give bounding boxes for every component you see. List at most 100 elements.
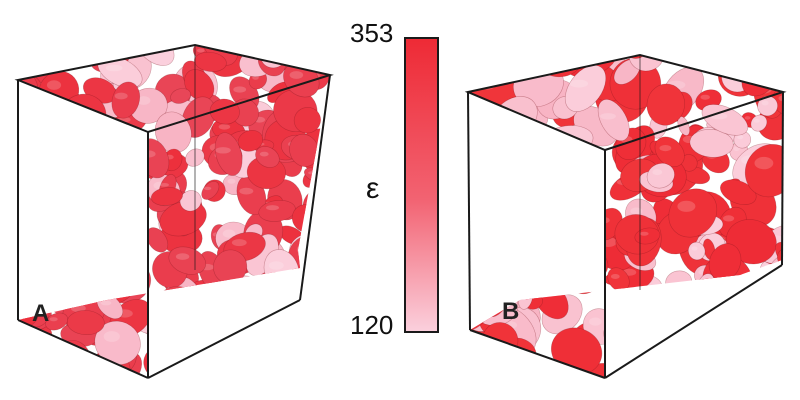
- particle-highlight: [29, 256, 42, 262]
- particle: [750, 114, 768, 132]
- particle-highlight: [299, 329, 308, 335]
- particle-highlight: [296, 244, 313, 255]
- particle-highlight: [543, 198, 552, 202]
- particle-highlight: [289, 71, 304, 79]
- particle-highlight: [18, 93, 28, 103]
- particle-highlight: [100, 300, 112, 306]
- particle-highlight: [218, 124, 231, 130]
- colorbar-symbol: ε: [366, 172, 380, 205]
- particle: [258, 199, 296, 222]
- particle-highlight: [754, 76, 767, 82]
- particle: [514, 247, 539, 283]
- particle-highlight: [61, 363, 69, 368]
- particle: [69, 239, 99, 267]
- particle-highlight: [723, 215, 735, 222]
- particle: [741, 55, 783, 81]
- particle: [18, 173, 42, 205]
- particle-highlight: [492, 240, 510, 250]
- particle-highlight: [519, 152, 528, 157]
- particle-highlight: [125, 45, 136, 46]
- particle: [23, 217, 64, 255]
- particle-highlight: [585, 257, 596, 265]
- particle: [527, 55, 557, 72]
- particle: [529, 229, 560, 259]
- particle-highlight: [500, 203, 515, 212]
- particle-highlight: [468, 291, 469, 304]
- particle: [468, 227, 494, 267]
- particle: [111, 81, 141, 119]
- particle-highlight: [600, 113, 616, 120]
- particle-highlight: [69, 40, 77, 44]
- particle: [623, 55, 646, 59]
- particle-highlight: [28, 229, 36, 234]
- particle-highlight: [700, 94, 710, 100]
- particle-highlight: [471, 319, 482, 323]
- particle-highlight: [302, 313, 312, 318]
- particle: [32, 108, 52, 132]
- particle: [168, 246, 207, 275]
- particle: [515, 154, 561, 186]
- particle: [257, 339, 278, 354]
- particle: [215, 302, 245, 326]
- particle-highlight: [733, 146, 740, 151]
- particle: [112, 185, 141, 214]
- particle: [18, 130, 28, 156]
- particle-highlight: [663, 346, 680, 356]
- particle-highlight: [524, 161, 541, 170]
- particle: [101, 250, 138, 288]
- particle: [29, 232, 69, 264]
- particle: [18, 264, 42, 292]
- particle-highlight: [597, 217, 610, 224]
- particle: [626, 347, 664, 377]
- particle: [720, 179, 757, 205]
- particle: [728, 55, 773, 75]
- particle: [164, 314, 191, 340]
- particle: [308, 250, 330, 282]
- particle-highlight: [151, 353, 165, 363]
- particle: [523, 351, 550, 372]
- particle: [468, 225, 512, 255]
- particle-highlight: [728, 67, 740, 76]
- particle: [109, 239, 141, 269]
- particle: [468, 55, 497, 76]
- particle: [738, 311, 781, 362]
- particle: [486, 227, 529, 273]
- particle-highlight: [109, 49, 121, 55]
- particle-highlight: [215, 147, 231, 154]
- particle-highlight: [105, 64, 123, 72]
- particle: [721, 317, 746, 338]
- particle: [645, 307, 700, 346]
- particle: [701, 303, 729, 332]
- particle: [189, 350, 229, 378]
- particle-highlight: [731, 314, 749, 324]
- particle-highlight: [203, 186, 212, 191]
- particle: [705, 55, 759, 76]
- particle: [176, 327, 219, 359]
- particle: [249, 316, 291, 344]
- particle-highlight: [569, 79, 589, 88]
- box-b-left-edge: [467, 91, 471, 331]
- particle-highlight: [18, 150, 29, 159]
- particle-highlight: [528, 271, 546, 282]
- particle: [18, 187, 56, 229]
- particle: [293, 107, 321, 134]
- particle: [282, 317, 313, 358]
- particle-highlight: [326, 332, 330, 339]
- particle-highlight: [680, 365, 693, 371]
- particle-highlight: [49, 317, 58, 322]
- particle-highlight: [704, 358, 717, 366]
- particle: [646, 83, 685, 126]
- particle-highlight: [691, 246, 698, 251]
- particle-highlight: [30, 330, 41, 336]
- particle-highlight: [487, 294, 501, 300]
- particle: [491, 355, 527, 378]
- particle: [476, 144, 493, 163]
- particle: [760, 55, 783, 70]
- particle: [95, 179, 124, 225]
- particle-highlight: [210, 290, 223, 296]
- particle-highlight: [103, 331, 120, 342]
- particle: [654, 337, 701, 377]
- particle-highlight: [231, 239, 247, 247]
- box-a-bottom-front-edge: [147, 299, 301, 379]
- particle-highlight: [302, 353, 314, 359]
